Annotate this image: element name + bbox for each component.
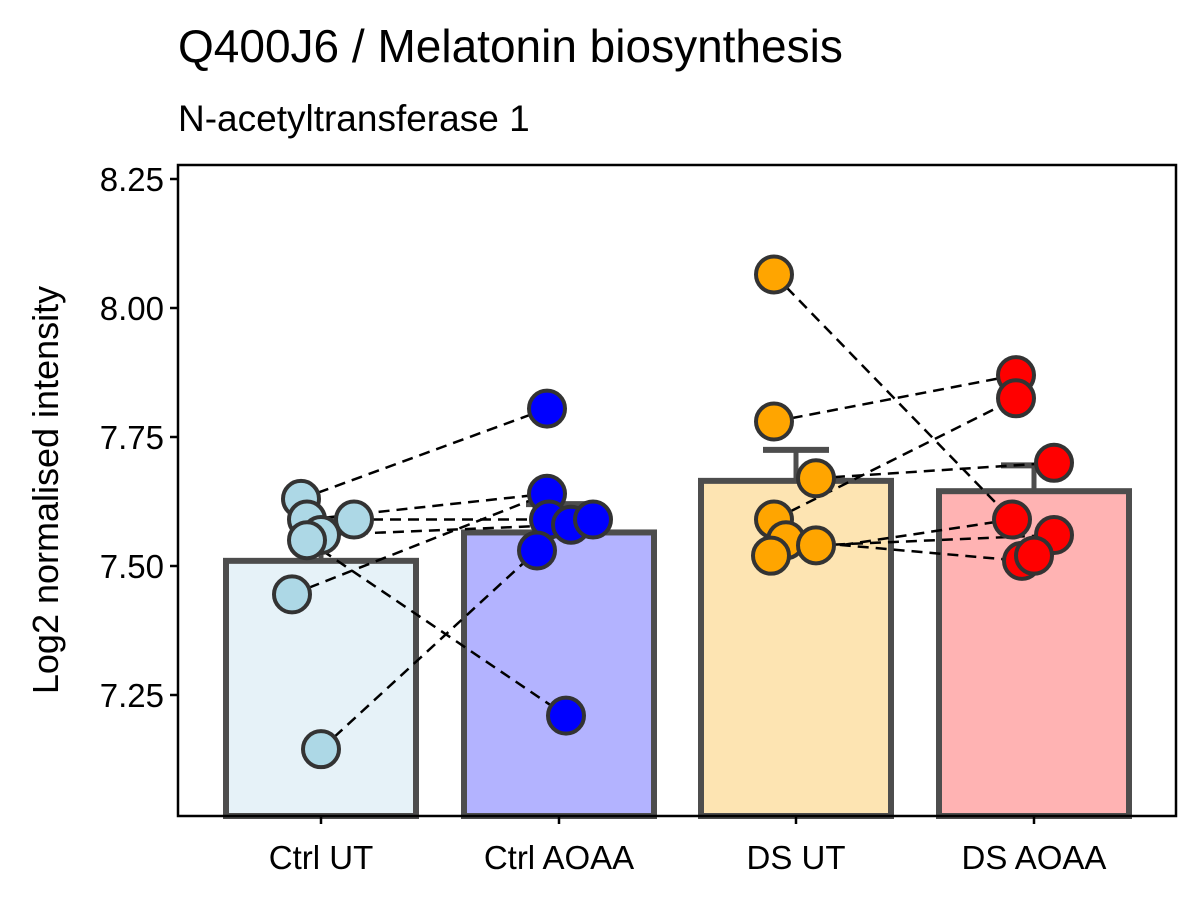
pair-line-8 xyxy=(773,373,1017,423)
point-1-4 xyxy=(573,499,613,540)
chart-title: Q400J6 / Melatonin biosynthesis xyxy=(178,20,843,72)
point-1-6 xyxy=(546,695,586,736)
point-3-6 xyxy=(1014,535,1054,576)
point-3-3 xyxy=(992,499,1032,540)
x-tick-label-0: Ctrl UT xyxy=(269,839,373,876)
x-tick-label-2: DS UT xyxy=(747,839,846,876)
point-3-2 xyxy=(1034,442,1074,483)
bar-0 xyxy=(223,557,419,820)
pair-line-9 xyxy=(815,461,1055,480)
bar-3 xyxy=(936,488,1132,819)
point-1-0 xyxy=(527,388,567,429)
point-2-5 xyxy=(751,535,791,576)
y-tick-label-2: 7.75 xyxy=(100,419,164,456)
y-tick-label-4: 8.25 xyxy=(100,161,164,198)
pair-line-10 xyxy=(773,397,1017,521)
pair-line-7 xyxy=(773,273,1013,521)
x-tick-label-1: Ctrl AOAA xyxy=(484,839,634,876)
pair-line-6 xyxy=(320,549,538,751)
pair-line-4 xyxy=(306,539,567,717)
point-0-4 xyxy=(287,520,327,561)
point-2-6 xyxy=(796,525,836,566)
point-3-1 xyxy=(996,378,1036,419)
pair-line-0 xyxy=(300,407,548,501)
point-0-2 xyxy=(334,499,374,540)
point-2-2 xyxy=(796,458,836,499)
point-1-5 xyxy=(517,530,557,571)
x-tick-label-3: DS AOAA xyxy=(962,839,1107,876)
pair-line-5 xyxy=(291,492,548,596)
x-axis: Ctrl UT Ctrl AOAA DS UT DS AOAA xyxy=(269,816,1107,876)
y-tick-label-1: 7.50 xyxy=(100,548,164,585)
point-0-6 xyxy=(301,729,341,770)
y-tick-label-3: 8.00 xyxy=(100,290,164,327)
y-axis-label: Log2 normalised intensity xyxy=(25,286,66,694)
y-axis: 7.25 7.50 7.75 8.00 8.25 xyxy=(100,161,178,714)
point-2-1 xyxy=(754,401,794,442)
y-tick-label-0: 7.25 xyxy=(100,677,164,714)
bar-1 xyxy=(461,529,657,820)
point-0-5 xyxy=(272,574,312,615)
error-bar-2 xyxy=(763,446,829,481)
chart-subtitle: N-acetyltransferase 1 xyxy=(178,98,530,139)
plot-panel-border xyxy=(176,163,1178,818)
data-points xyxy=(272,254,1074,770)
point-2-0 xyxy=(754,254,794,295)
